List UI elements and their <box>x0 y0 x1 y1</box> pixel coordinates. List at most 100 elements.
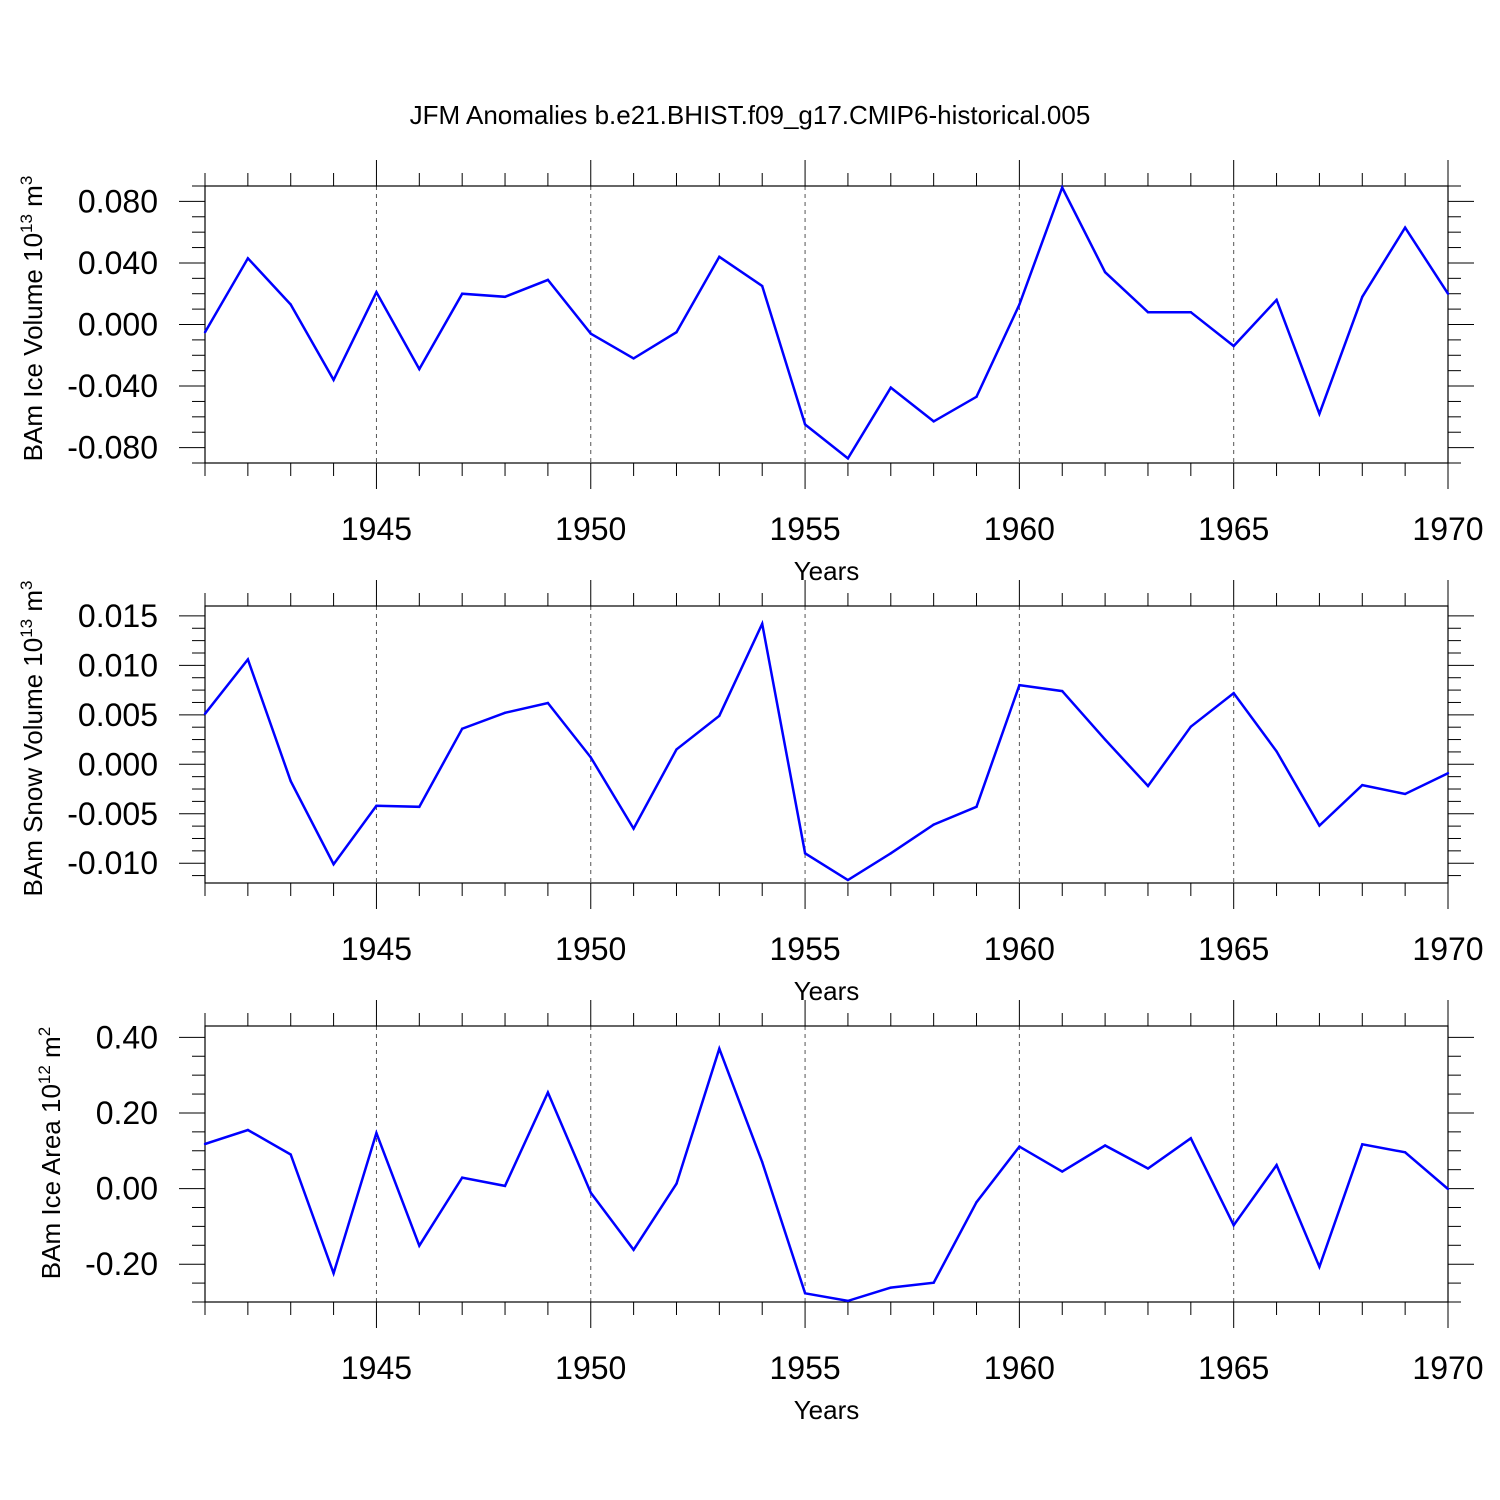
data-point <box>1018 683 1021 687</box>
data-point <box>1103 1144 1107 1147</box>
data-point <box>1146 1167 1150 1170</box>
y-tick-label: 0.040 <box>78 245 158 281</box>
data-point <box>846 457 850 460</box>
data-point <box>246 257 250 260</box>
y-tick-label: -0.080 <box>67 430 158 466</box>
data-point <box>503 711 507 715</box>
data-point <box>846 1299 850 1303</box>
data-point <box>418 367 421 371</box>
data-point <box>589 332 592 335</box>
data-point <box>1446 292 1450 295</box>
plot-frame <box>204 1025 1449 1303</box>
data-point <box>332 378 335 382</box>
x-tick-label: 1955 <box>769 511 840 547</box>
x-tick-label: 1960 <box>984 931 1055 967</box>
data-point <box>803 423 807 426</box>
panel-2: -0.010 -0.005 0.000 0.005 0.010 0.015 1945 1950… <box>17 580 1484 1006</box>
x-axis-label: Years <box>794 1395 860 1425</box>
x-tick-label: 1965 <box>1198 931 1269 967</box>
data-point <box>375 804 378 808</box>
data-point <box>1318 412 1321 415</box>
data-point <box>1018 1145 1021 1148</box>
data-point <box>632 827 635 830</box>
data-point <box>1275 298 1278 302</box>
y-tick-label: -0.005 <box>67 796 158 832</box>
x-axis-label: Years <box>794 976 860 1006</box>
series-line <box>204 1044 1449 1303</box>
x-tick-label: 1965 <box>1198 511 1269 547</box>
x-tick-label: 1945 <box>341 1350 412 1386</box>
data-point <box>632 357 635 360</box>
data-point <box>846 878 850 882</box>
data-point <box>1061 689 1064 693</box>
data-point <box>1275 1163 1278 1167</box>
data-point <box>932 420 935 423</box>
y-tick-label: 0.010 <box>78 647 158 683</box>
data-point <box>589 1191 592 1194</box>
x-tick-label: 1955 <box>769 931 840 967</box>
series-line <box>204 619 1449 882</box>
data-point <box>503 295 507 298</box>
y-axis-label: BAm Ice Area 1012 m2 <box>35 1027 66 1279</box>
data-point <box>675 748 678 751</box>
data-point <box>761 284 764 288</box>
data-point <box>1446 771 1450 775</box>
data-point <box>675 330 678 334</box>
data-point <box>932 823 935 826</box>
x-tick-label: 1950 <box>555 931 626 967</box>
data-point <box>375 290 378 294</box>
data-point <box>1318 824 1321 827</box>
data-point <box>1403 226 1407 229</box>
panel-3: -0.20 0.00 0.20 0.40 1945 1950 1955 1960 1965 197… <box>35 1000 1484 1425</box>
x-tick-label: 1965 <box>1198 1350 1269 1386</box>
data-point <box>761 622 764 626</box>
data-point <box>975 1200 978 1204</box>
y-tick-label: 0.00 <box>96 1171 158 1207</box>
x-axis-label: Years <box>794 556 860 586</box>
y-tick-label: 0.000 <box>78 746 158 782</box>
data-point <box>1361 783 1364 787</box>
y-tick-label: -0.040 <box>67 368 158 404</box>
data-point <box>761 1160 764 1164</box>
data-point <box>460 727 464 730</box>
data-point <box>1318 1265 1321 1269</box>
data-point <box>546 701 550 705</box>
data-point <box>1361 1143 1364 1146</box>
data-point <box>546 278 550 282</box>
y-tick-label: 0.080 <box>78 183 158 219</box>
data-point <box>675 1182 678 1185</box>
data-point <box>418 1244 421 1247</box>
data-point <box>718 714 721 718</box>
series-line <box>203 184 1450 461</box>
data-point <box>1446 1187 1450 1191</box>
y-tick-label: 0.015 <box>78 598 158 634</box>
data-point <box>332 863 335 866</box>
x-tick-label: 1970 <box>1412 931 1483 967</box>
x-tick-label: 1945 <box>341 931 412 967</box>
data-point <box>1018 303 1021 306</box>
data-point <box>718 255 721 258</box>
data-point <box>975 395 978 399</box>
data-point <box>246 658 250 661</box>
data-point <box>546 1091 550 1094</box>
x-tick-label: 1955 <box>769 1350 840 1386</box>
y-axis-label: BAm Ice Volume 1013 m3 <box>17 176 48 462</box>
x-tick-label: 1950 <box>555 511 626 547</box>
data-point <box>203 712 207 716</box>
data-point <box>203 330 207 334</box>
data-point <box>1361 295 1364 298</box>
plot-frame <box>204 605 1449 884</box>
y-tick-label: -0.010 <box>67 845 158 881</box>
data-point <box>932 1281 935 1284</box>
data-point <box>889 852 892 855</box>
data-point <box>718 1047 721 1050</box>
panel-1: -0.080 -0.040 0.000 0.040 0.080 1945 1950 1955 1… <box>17 160 1484 586</box>
x-tick-label: 1950 <box>555 1350 626 1386</box>
data-point <box>1232 344 1235 348</box>
x-tick-label: 1945 <box>341 511 412 547</box>
data-point <box>1146 784 1150 788</box>
data-point <box>246 1128 250 1132</box>
y-axis-label: BAm Snow Volume 1013 m3 <box>17 581 48 897</box>
data-point <box>203 1142 207 1146</box>
